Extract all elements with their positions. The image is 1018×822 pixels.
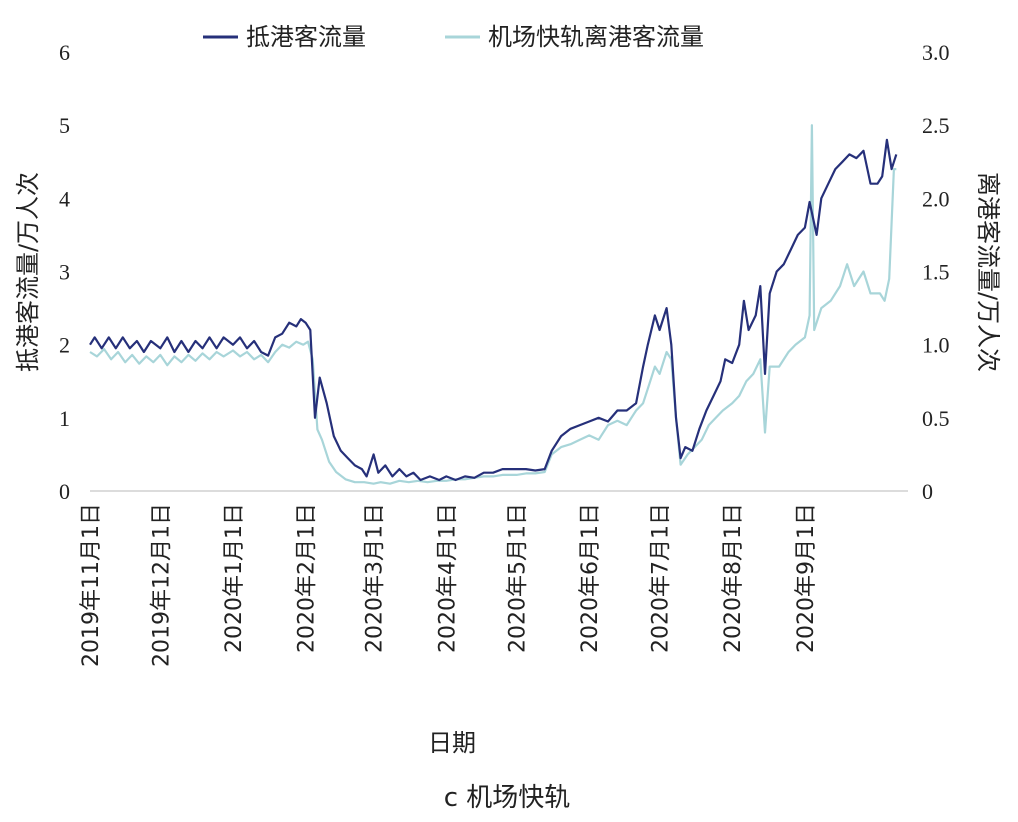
y-right-tick-label: 0: [922, 479, 933, 504]
y-right-tick-label: 0.5: [922, 406, 950, 431]
x-tick-label: 2020年9月1日: [794, 503, 819, 653]
y-left-tick-label: 5: [59, 113, 70, 138]
legend: 抵港客流量 机场快轨离港客流量: [203, 23, 704, 51]
legend-label-departures: 机场快轨离港客流量: [488, 23, 704, 51]
y-left-tick-label: 0: [59, 479, 70, 504]
x-tick-label: 2020年4月1日: [435, 503, 460, 653]
series-line-departures: [89, 124, 897, 485]
y-right-tick-label: 2.5: [922, 113, 950, 138]
figure-caption: c 机场快轨: [444, 783, 571, 813]
x-axis-ticks: 2019年11月1日 2019年12月1日 2020年1月1日 2020年2月1日 20…: [79, 503, 819, 667]
y-right-tick-label: 1.5: [922, 260, 950, 285]
series-line-arrivals: [89, 138, 898, 482]
x-tick-label: 2020年1月1日: [222, 503, 247, 653]
y-right-tick-label: 3.0: [922, 40, 950, 65]
legend-label-arrivals: 抵港客流量: [246, 23, 366, 51]
y-left-tick-label: 1: [59, 406, 70, 431]
y-left-tick-label: 2: [59, 333, 70, 358]
y-axis-right-label: 离港客流量/万人次: [974, 172, 1002, 372]
x-tick-label: 2019年11月1日: [79, 503, 104, 667]
x-tick-label: 2020年2月1日: [295, 503, 320, 653]
y-left-tick-label: 4: [59, 186, 70, 211]
y-left-tick-label: 6: [59, 40, 70, 65]
y-left-tick-label: 3: [59, 260, 70, 285]
x-tick-label: 2020年6月1日: [578, 503, 603, 653]
x-tick-label: 2020年8月1日: [721, 503, 746, 653]
x-tick-label: 2019年12月1日: [149, 503, 174, 667]
y-axis-right-ticks: 0 0.5 1.0 1.5 2.0 2.5 3.0: [922, 40, 950, 504]
y-right-tick-label: 1.0: [922, 333, 950, 358]
y-right-tick-label: 2.0: [922, 186, 950, 211]
x-tick-label: 2020年3月1日: [363, 503, 388, 653]
x-axis-label: 日期: [428, 729, 476, 757]
y-axis-left-label: 抵港客流量/万人次: [14, 172, 42, 372]
x-tick-label: 2020年7月1日: [649, 503, 674, 653]
y-axis-left-ticks: 0 1 2 3 4 5 6: [59, 40, 70, 504]
x-tick-label: 2020年5月1日: [506, 503, 531, 653]
